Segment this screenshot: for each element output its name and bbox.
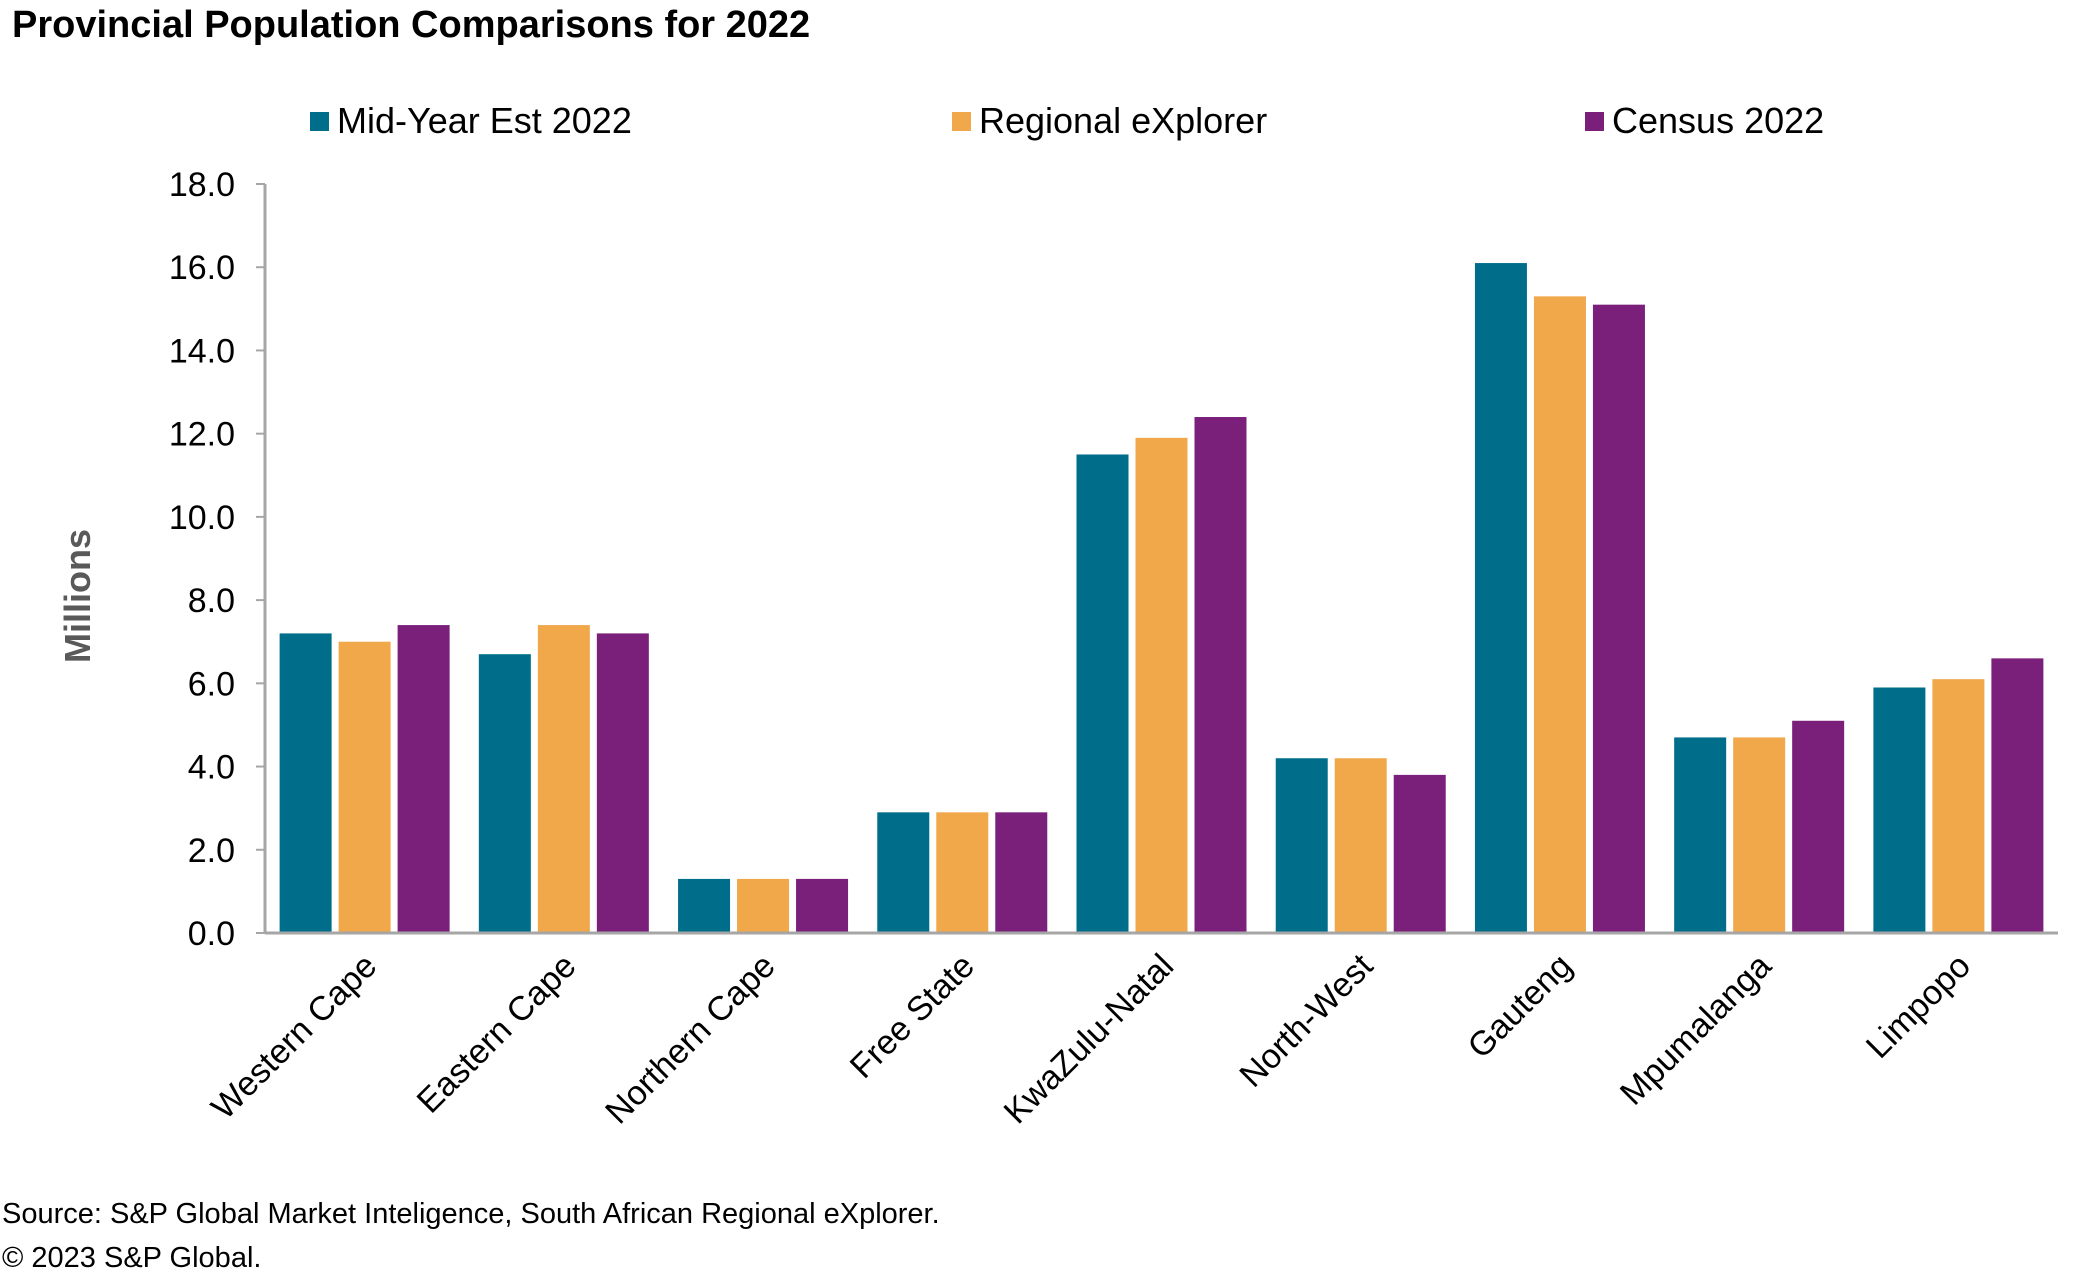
y-axis: 0.0 2.0 4.0 6.0 8.0 10.0 12.0 14.0 16.0 18.0 (169, 166, 267, 953)
y-tick-label: 14.0 (169, 332, 235, 370)
x-category-label: Eastern Cape (410, 947, 584, 1121)
bar-mid-year-est-2022-gauteng (1474, 263, 1527, 933)
bar-mid-year-est-2022-eastern-cape (478, 654, 531, 933)
x-category-label: Northern Cape (598, 947, 783, 1132)
x-axis: Western Cape Eastern Cape Northern Cape Fre… (204, 931, 2058, 1132)
bar-mid-year-est-2022-western-cape (279, 633, 332, 933)
bar-census-2022-mpumalanga (1792, 720, 1845, 933)
chart-title: Provincial Population Comparisons for 20… (12, 4, 811, 46)
legend-swatch (310, 112, 329, 131)
y-tick-label: 10.0 (169, 499, 235, 537)
x-category-label: North-West (1232, 946, 1380, 1094)
bar-regional-explorer-mpumalanga (1733, 737, 1786, 933)
bar-census-2022-gauteng (1592, 304, 1645, 933)
legend-swatch (952, 112, 971, 131)
bar-census-2022-limpopo (1991, 658, 2044, 933)
bar-census-2022-eastern-cape (596, 633, 649, 933)
bar-mid-year-est-2022-north-west (1275, 758, 1328, 933)
source-note: Source: S&P Global Market Inteligence, S… (2, 1198, 940, 1230)
bar-mid-year-est-2022-northern-cape (678, 878, 731, 933)
legend-swatch (1585, 112, 1604, 131)
y-tick-label: 8.0 (188, 582, 235, 620)
legend-label: Census 2022 (1612, 100, 1824, 141)
bar-regional-explorer-free-state (936, 812, 989, 933)
legend-label: Mid-Year Est 2022 (337, 100, 632, 141)
bar-census-2022-north-west (1393, 774, 1446, 933)
y-tick-label: 2.0 (188, 832, 235, 870)
bar-mid-year-est-2022-free-state (877, 812, 930, 933)
bar-census-2022-western-cape (397, 625, 450, 933)
y-tick-label: 18.0 (169, 166, 235, 204)
x-category-label: Mpumalanga (1613, 947, 1779, 1113)
bar-regional-explorer-eastern-cape (537, 625, 590, 933)
x-category-label: Limpopo (1859, 947, 1978, 1066)
x-category-label: Gauteng (1460, 947, 1579, 1066)
bar-regional-explorer-kwazulu-natal (1135, 437, 1188, 933)
x-category-label: Western Cape (204, 947, 384, 1127)
y-tick-label: 6.0 (188, 665, 235, 703)
bar-census-2022-free-state (995, 812, 1048, 933)
bar-regional-explorer-gauteng (1533, 296, 1586, 934)
legend: Mid-Year Est 2022 Regional eXplorer Census… (310, 100, 1824, 141)
bars (279, 263, 2044, 934)
y-tick-label: 4.0 (188, 749, 235, 787)
y-axis-title: Millions (57, 529, 98, 663)
bar-mid-year-est-2022-limpopo (1873, 687, 1926, 933)
bar-mid-year-est-2022-kwazulu-natal (1076, 454, 1129, 933)
y-tick-label: 0.0 (188, 915, 235, 953)
y-tick-label: 16.0 (169, 249, 235, 287)
y-tick-label: 12.0 (169, 416, 235, 454)
bar-mid-year-est-2022-mpumalanga (1674, 737, 1727, 933)
bar-regional-explorer-western-cape (338, 641, 391, 933)
x-category-label: Free State (843, 947, 982, 1086)
bar-census-2022-kwazulu-natal (1194, 417, 1247, 933)
bar-census-2022-northern-cape (796, 878, 849, 933)
bar-regional-explorer-northern-cape (737, 878, 790, 933)
bar-regional-explorer-north-west (1334, 758, 1387, 933)
legend-label: Regional eXplorer (979, 100, 1267, 141)
bar-regional-explorer-limpopo (1932, 679, 1985, 933)
x-category-label: KwaZulu-Natal (997, 947, 1182, 1132)
copyright-note: © 2023 S&P Global. (2, 1242, 262, 1274)
